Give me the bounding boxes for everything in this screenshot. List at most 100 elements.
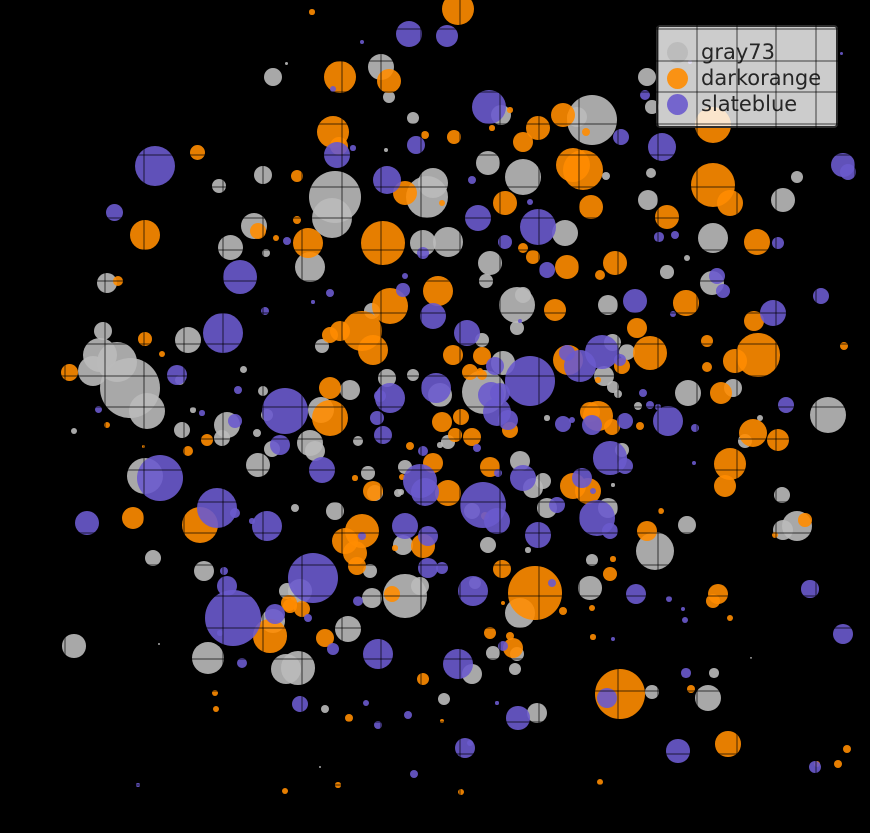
scatter-point-slateblue [374, 390, 386, 402]
scatter-point-gray73 [586, 554, 598, 566]
scatter-point-darkorange [513, 132, 533, 152]
scatter-point-darkorange [443, 345, 463, 365]
scatter-point-darkorange [579, 195, 603, 219]
scatter-point-slateblue [640, 90, 650, 100]
scatter-point-darkorange [462, 427, 482, 447]
scatter-point-darkorange [293, 216, 301, 224]
scatter-point-slateblue [234, 386, 242, 394]
scatter-point-gray73 [407, 369, 419, 381]
scatter-point-slateblue [616, 412, 634, 430]
scatter-point-darkorange [501, 601, 505, 605]
scatter-point-darkorange [448, 428, 462, 442]
scatter-point-slateblue [436, 562, 448, 574]
scatter-point-darkorange [637, 521, 657, 541]
scatter-point-darkorange [457, 788, 465, 796]
scatter-point-darkorange [446, 129, 462, 145]
scatter-point-slateblue [506, 706, 530, 730]
scatter-point-slateblue [495, 701, 499, 705]
scatter-point-gray73 [78, 356, 108, 386]
scatter-point-slateblue [472, 90, 506, 124]
scatter-point-darkorange [507, 107, 513, 113]
legend-marker-icon [667, 41, 688, 63]
scatter-point-darkorange [687, 685, 695, 693]
scatter-point-gray73 [262, 249, 270, 257]
scatter-point-darkorange [602, 566, 618, 582]
scatter-point-gray73 [305, 441, 325, 461]
scatter-point-darkorange [633, 336, 667, 370]
scatter-point-slateblue [833, 624, 853, 644]
scatter-point-slateblue [249, 518, 255, 524]
scatter-point-gray73 [312, 198, 352, 238]
scatter-point-slateblue [646, 401, 654, 409]
scatter-point-gray73 [791, 171, 803, 183]
scatter-point-darkorange [714, 448, 746, 480]
scatter-point-gray73 [384, 148, 388, 152]
scatter-point-slateblue [291, 695, 309, 713]
scatter-point-darkorange [283, 599, 297, 613]
scatter-point-gray73 [505, 159, 541, 195]
scatter-point-slateblue [363, 639, 393, 669]
scatter-point-slateblue [261, 307, 269, 315]
scatter-point-darkorange [544, 299, 566, 321]
scatter-point-slateblue [137, 455, 183, 501]
scatter-point-slateblue [585, 335, 619, 369]
scatter-point-gray73 [773, 486, 791, 504]
scatter-point-gray73 [709, 668, 719, 678]
scatter-point-slateblue [370, 411, 384, 425]
legend-label: gray73 [701, 40, 775, 64]
scatter-point-darkorange [319, 377, 341, 399]
scatter-point-darkorange [398, 473, 406, 481]
scatter-point-slateblue [715, 283, 731, 299]
scatter-point-gray73 [291, 504, 299, 512]
scatter-point-gray73 [190, 407, 196, 413]
scatter-point-slateblue [612, 128, 630, 146]
scatter-point-gray73 [393, 535, 413, 555]
scatter-point-gray73 [611, 483, 615, 487]
scatter-point-darkorange [315, 628, 335, 648]
scatter-point-darkorange [377, 69, 401, 93]
scatter-point-slateblue [217, 630, 223, 636]
legend-row-darkorange: darkorange [658, 65, 836, 91]
scatter-point-darkorange [604, 419, 620, 435]
scatter-point-slateblue [691, 424, 699, 432]
legend-marker-icon [667, 67, 688, 89]
scatter-point-darkorange [423, 276, 453, 306]
scatter-point-gray73 [638, 190, 658, 210]
scatter-point-gray73 [70, 427, 78, 435]
scatter-point-darkorange [705, 593, 721, 609]
scatter-point-darkorange [309, 9, 315, 15]
scatter-point-slateblue [353, 596, 363, 606]
scatter-point-slateblue [265, 604, 285, 624]
scatter-point-slateblue [94, 405, 102, 413]
scatter-point-slateblue [639, 389, 647, 397]
scatter-point-slateblue [228, 414, 242, 428]
scatter-point-darkorange [627, 318, 647, 338]
scatter-point-gray73 [192, 642, 224, 674]
scatter-point-darkorange [484, 627, 496, 639]
scatter-point-gray73 [383, 91, 395, 103]
scatter-point-darkorange [492, 559, 512, 579]
scatter-point-gray73 [809, 396, 847, 434]
scatter-point-gray73 [683, 254, 691, 262]
scatter-point-slateblue [681, 668, 691, 678]
scatter-point-darkorange [363, 481, 383, 501]
scatter-point-slateblue [373, 166, 401, 194]
scatter-point-slateblue [648, 133, 676, 161]
scatter-point-darkorange [595, 270, 605, 280]
scatter-point-gray73 [437, 442, 443, 448]
scatter-point-slateblue [304, 614, 312, 622]
scatter-point-gray73 [544, 415, 550, 421]
scatter-point-darkorange [595, 377, 601, 383]
scatter-point-slateblue [616, 457, 634, 475]
scatter-point-darkorange [213, 706, 219, 712]
scatter-point-gray73 [677, 515, 697, 535]
scatter-point-slateblue [655, 404, 661, 410]
scatter-point-slateblue [311, 300, 315, 304]
scatter-point-slateblue [421, 373, 451, 403]
scatter-point-slateblue [518, 319, 522, 323]
scatter-point-slateblue [350, 145, 356, 151]
scatter-point-slateblue [205, 590, 261, 646]
scatter-point-darkorange [834, 760, 842, 768]
scatter-point-slateblue [839, 51, 843, 55]
